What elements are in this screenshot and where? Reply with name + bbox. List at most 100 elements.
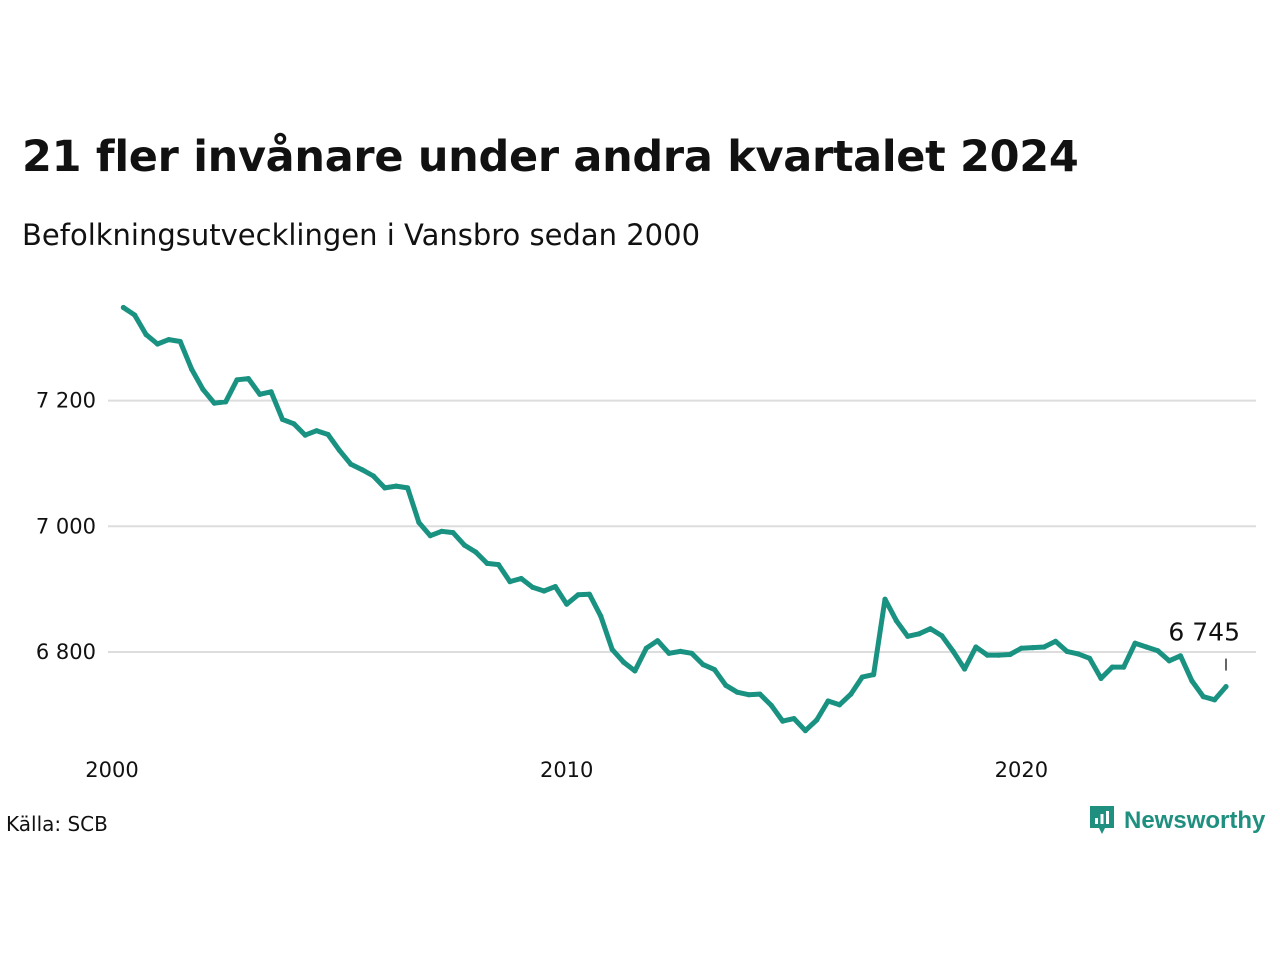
data-point [711,667,718,673]
data-point [1098,675,1104,682]
data-point [541,588,547,594]
data-point [393,483,399,489]
data-point [848,691,854,697]
data-point [598,613,604,619]
data-point [689,650,695,656]
data-point [734,689,740,695]
data-point [302,432,308,438]
data-point [132,312,138,318]
data-point [643,645,649,651]
data-point [245,376,251,382]
end-label-layer: 6 745 [1168,618,1240,671]
data-point [620,659,627,665]
data-point [257,391,263,397]
data-point [564,601,570,607]
data-point [1030,645,1036,651]
data-point [882,596,888,602]
data-point [927,626,934,632]
data-point [632,668,638,674]
data-point [1200,694,1206,700]
data-point [836,702,843,708]
source-note: Källa: SCB [6,812,108,836]
data-point [1052,638,1059,644]
data-point [700,662,706,668]
data-point [120,304,126,311]
data-point [962,666,968,672]
data-point [268,389,274,395]
data-point [666,650,672,656]
data-point [382,485,388,491]
data-point [757,691,763,697]
data-point [1189,678,1195,684]
data-point [1075,651,1081,657]
data-point [950,648,956,655]
series-line-0 [120,305,1229,734]
brand-name: Newsworthy [1124,807,1266,834]
x-axis-ticks: 2000 2010 2020 [85,758,1048,782]
data-point [802,728,809,734]
data-point [609,646,615,653]
chart-subtitle: Befolkningsutvecklingen i Vansbro sedan … [22,218,701,252]
data-point [825,698,831,704]
data-point [1041,644,1047,650]
data-point [427,533,433,539]
data-point [166,337,172,343]
data-point [984,652,990,658]
y-tick-label: 7 000 [36,514,96,538]
data-point [1018,645,1024,651]
data-point [143,332,149,338]
data-point [746,692,752,698]
data-point [1007,651,1013,658]
data-point [586,591,593,597]
data-point [1212,697,1218,703]
data-point [1087,655,1093,661]
brand-logo[interactable]: Newsworthy [1088,804,1265,838]
data-point [791,716,797,722]
data-point [495,562,502,568]
data-point [916,631,922,637]
gridlines [108,399,1256,653]
data-point [780,718,786,724]
data-point [1132,640,1138,646]
data-point [552,584,558,590]
x-tick-label: 2020 [995,758,1048,782]
x-tick-label: 2000 [85,758,138,782]
data-point [973,644,979,650]
data-point [484,560,490,567]
data-point [370,473,376,479]
data-point [871,672,877,678]
data-point [336,447,342,453]
data-point [461,542,467,548]
data-point [314,428,320,434]
data-point [223,399,229,405]
data-point [439,528,445,534]
data-point [234,377,240,383]
data-point [279,416,286,422]
data-point [325,431,331,438]
data-point [1223,684,1229,690]
data-point [814,717,820,723]
data-point [518,575,524,582]
data-point [154,341,161,347]
data-point [359,467,365,473]
y-axis-ticks: 6 800 7 000 7 200 [36,389,96,664]
data-point [575,592,581,598]
data-point [655,638,661,644]
data-point [893,618,899,624]
data-point [723,682,729,688]
data-point [1143,644,1149,650]
data-point [416,519,422,526]
data-point [768,702,774,709]
data-point [1121,664,1127,670]
data-point [1155,648,1161,654]
data-point [1177,653,1184,659]
data-point [996,652,1002,658]
data-point [291,421,297,427]
x-tick-label: 2010 [540,758,593,782]
end-value-label: 6 745 [1168,618,1240,647]
data-point [1109,664,1115,670]
data-point [677,648,684,655]
data-point [1064,648,1070,655]
data-point [859,674,865,680]
